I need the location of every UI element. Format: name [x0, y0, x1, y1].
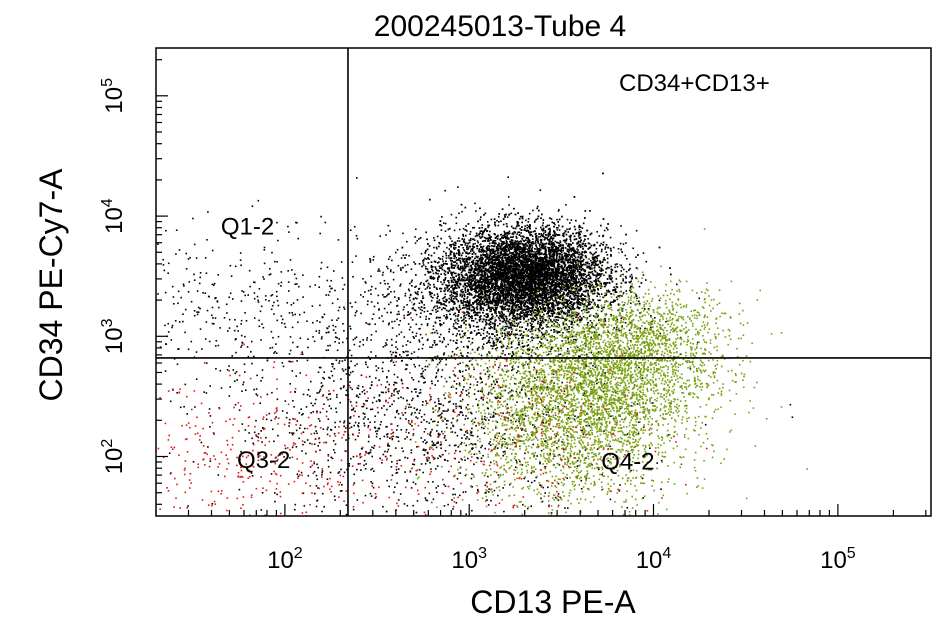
plot-area-frame [155, 47, 932, 517]
chart-title: 200245013-Tube 4 [374, 10, 626, 43]
event-cluster-2-0 [157, 323, 566, 517]
quadrant-label: Q1-2 [221, 214, 274, 241]
x-axis-label: CD13 PE-A [470, 584, 636, 620]
event-cluster-1-2 [506, 258, 773, 415]
event-cluster-0-2 [157, 199, 562, 444]
y-tick-label: 104 [99, 198, 128, 234]
event-series-2 [157, 311, 708, 517]
y-tick-label: 103 [99, 318, 128, 354]
x-tick-label: 104 [636, 545, 672, 574]
quadrant-labels: Q1-2 CD34+CD13+ Q3-2 Q4-2 [221, 70, 770, 476]
y-axis-label: CD34 PE-Cy7-A [33, 168, 69, 402]
quadrant-label: Q3-2 [237, 447, 290, 474]
quadrant-label: CD34+CD13+ [619, 70, 770, 97]
x-tick-label: 102 [267, 545, 303, 574]
x-tick-label: 105 [820, 545, 856, 574]
event-series-0 [157, 172, 794, 516]
y-tick-label: 105 [99, 78, 128, 114]
quadrant-gates [156, 48, 931, 516]
event-cluster-1-1 [406, 316, 808, 516]
x-tick-label: 103 [451, 545, 487, 574]
y-tick-label: 102 [99, 439, 128, 475]
data-points [157, 172, 808, 517]
quadrant-label: Q4-2 [601, 449, 654, 476]
event-cluster-0-0 [387, 172, 700, 359]
event-series-1 [406, 228, 808, 516]
event-cluster-2-1 [242, 311, 708, 516]
axes: 102 103 104 105 102 103 104 105 [99, 59, 927, 574]
